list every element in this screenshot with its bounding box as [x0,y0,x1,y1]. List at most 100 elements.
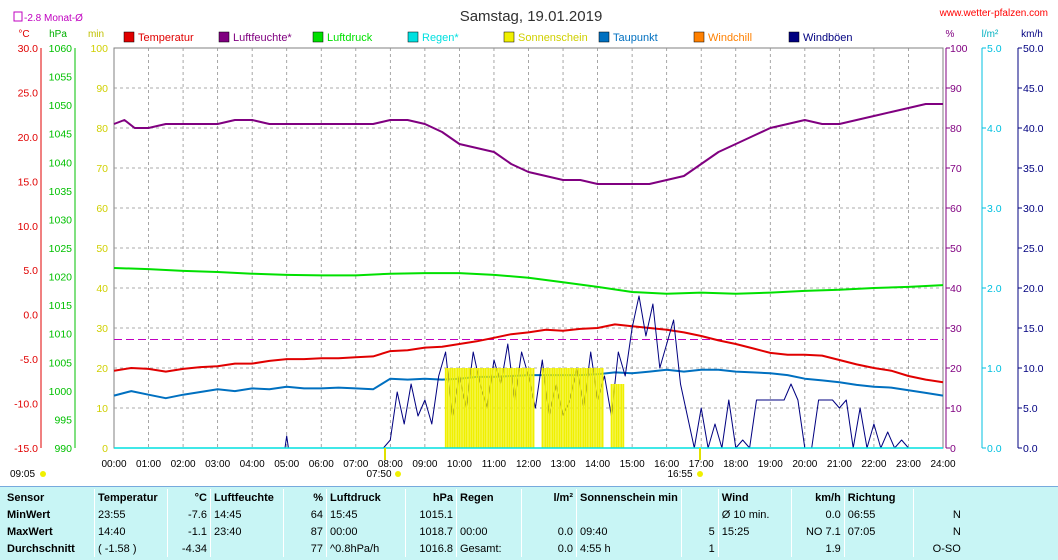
month-avg-marker [13,11,23,22]
stats-cell: 4:55 h [576,540,682,557]
sun-icon [395,471,401,477]
pressure-tick-label: 990 [54,443,72,455]
stats-cell: -1.1 [167,523,211,540]
stats-cell: 0.0 [521,540,577,557]
pressure-tick-label: 995 [54,414,72,426]
stats-cell: 1.9 [790,540,845,557]
stats-cell: 09:40 [576,523,682,540]
minutes-tick-label: 30 [96,323,108,335]
series-temperatur [113,323,944,384]
minutes-tick-label: 50 [96,243,108,255]
pressure-tick-label: 1040 [49,157,73,169]
legend-label: Windböen [803,32,853,44]
stats-cell: Luftfeuchte [210,489,284,506]
stats-cell: l/m² [521,489,577,506]
x-tick-label: 13:00 [551,459,576,470]
stats-cell: 0.0 [521,523,577,540]
x-tick-label: 02:00 [171,459,196,470]
rain-tick-label: 2.0 [987,283,1002,295]
legend-label: Luftfeuchte* [233,32,292,44]
stats-row: MaxWert 14:40 -1.1 23:40 87 00:00 1018.7 00:00 0… [4,523,964,540]
stats-cell: 5 [680,523,719,540]
pressure-tick-label: 1035 [49,186,73,198]
pressure-tick-label: 1010 [49,329,73,341]
wind-tick-label: 35.0 [1023,163,1044,175]
legend-swatch [123,31,135,43]
x-tick-label: 11:00 [482,459,507,470]
pct-tick-label: 100 [950,43,968,55]
pct-tick-label: 10 [950,403,962,415]
sunrise-left-label: 09:05 [10,469,35,480]
month-avg-label: -2.8 Monat-Ø [24,13,83,24]
pressure-tick-label: 1030 [49,214,73,226]
stats-cell: 1018.7 [405,523,457,540]
wind-tick-label: 5.0 [1023,403,1038,415]
weather-chart: -2.8 Monat-Ø Samstag, 19.01.2019 www.wet… [10,8,1048,480]
stats-cell [576,506,682,523]
series-luftfeuchte [113,103,943,185]
stats-cell: °C [167,489,211,506]
x-tick-label: 09:00 [412,459,437,470]
x-tick-label: 06:00 [309,459,334,470]
temp-tick-label: 15.0 [18,176,39,188]
temp-tick-label: 5.0 [23,265,38,277]
pct-tick-label: 80 [950,123,962,135]
statistics-table: Sensor Temperatur °C Luftfeuchte% Luftdruck h… [4,489,964,557]
temp-tick-label: 0.0 [23,310,38,322]
wind-tick-label: 0.0 [1023,443,1038,455]
axes: 00:00 01:00 02:00 03:00 04:00 05:00 06:00 07:00… [14,43,1044,470]
stats-cell: ^0.8hPa/h [326,540,406,557]
stats-cell: 15:45 [326,506,406,523]
unit-min: min [88,29,104,40]
minutes-tick-label: 20 [96,363,108,375]
stats-cell: -7.6 [167,506,211,523]
wind-tick-label: 40.0 [1023,123,1044,135]
pct-tick-label: 20 [950,363,962,375]
pressure-tick-label: 1050 [49,100,73,112]
site-url[interactable]: www.wetter-pfalzen.com [939,8,1048,19]
rain-tick-label: 0.0 [987,443,1002,455]
x-tick-label: 16:00 [654,459,679,470]
unit-pressure: hPa [49,29,67,40]
stats-cell: 87 [283,523,327,540]
chart-title: Samstag, 19.01.2019 [460,8,603,25]
x-tick-label: 07:00 [343,459,368,470]
pressure-tick-label: 1000 [49,386,73,398]
unit-rain: l/m² [982,29,999,40]
pressure-tick-label: 1020 [49,272,73,284]
legend-label: Temperatur [138,32,194,44]
wind-tick-label: 50.0 [1023,43,1044,55]
pct-tick-label: 50 [950,243,962,255]
legend-label: Taupunkt [613,32,658,44]
stats-row: MinWert 23:55 -7.6 14:45 64 15:45 1015.1 Ø 10 m… [4,506,964,523]
stats-cell: ( -1.58 ) [94,540,168,557]
stats-cell: 00:00 [456,523,522,540]
legend-swatch [407,31,419,43]
stats-cell: km/h [790,489,845,506]
stats-cell: Richtung [843,489,914,506]
statistics-panel: Sensor Temperatur °C Luftfeuchte% Luftdruck h… [0,486,1058,560]
x-tick-label: 00:00 [101,459,126,470]
temp-tick-label: -10.0 [14,399,38,411]
pct-tick-label: 90 [950,83,962,95]
rain-tick-label: 5.0 [987,43,1002,55]
stats-cell [680,489,719,506]
sunrise-mark-label: 07:50 [366,469,391,480]
stats-cell [456,506,522,523]
x-tick-label: 03:00 [205,459,230,470]
x-tick-label: 18:00 [723,459,748,470]
temp-tick-label: 25.0 [18,87,39,99]
temp-tick-label: -15.0 [14,443,38,455]
legend-swatch [312,31,324,43]
x-tick-label: 01:00 [136,459,161,470]
legend-swatch [598,31,610,43]
stats-cell: Regen [456,489,522,506]
stats-cell: 23:55 [94,506,168,523]
pressure-tick-label: 1025 [49,243,73,255]
stats-cell: 15:25 [717,523,792,540]
stats-cell: 14:40 [94,523,168,540]
temp-tick-label: -5.0 [20,354,38,366]
legend-label: Sonnenschein [518,32,588,44]
x-tick-label: 05:00 [274,459,299,470]
pct-tick-label: 0 [950,443,956,455]
